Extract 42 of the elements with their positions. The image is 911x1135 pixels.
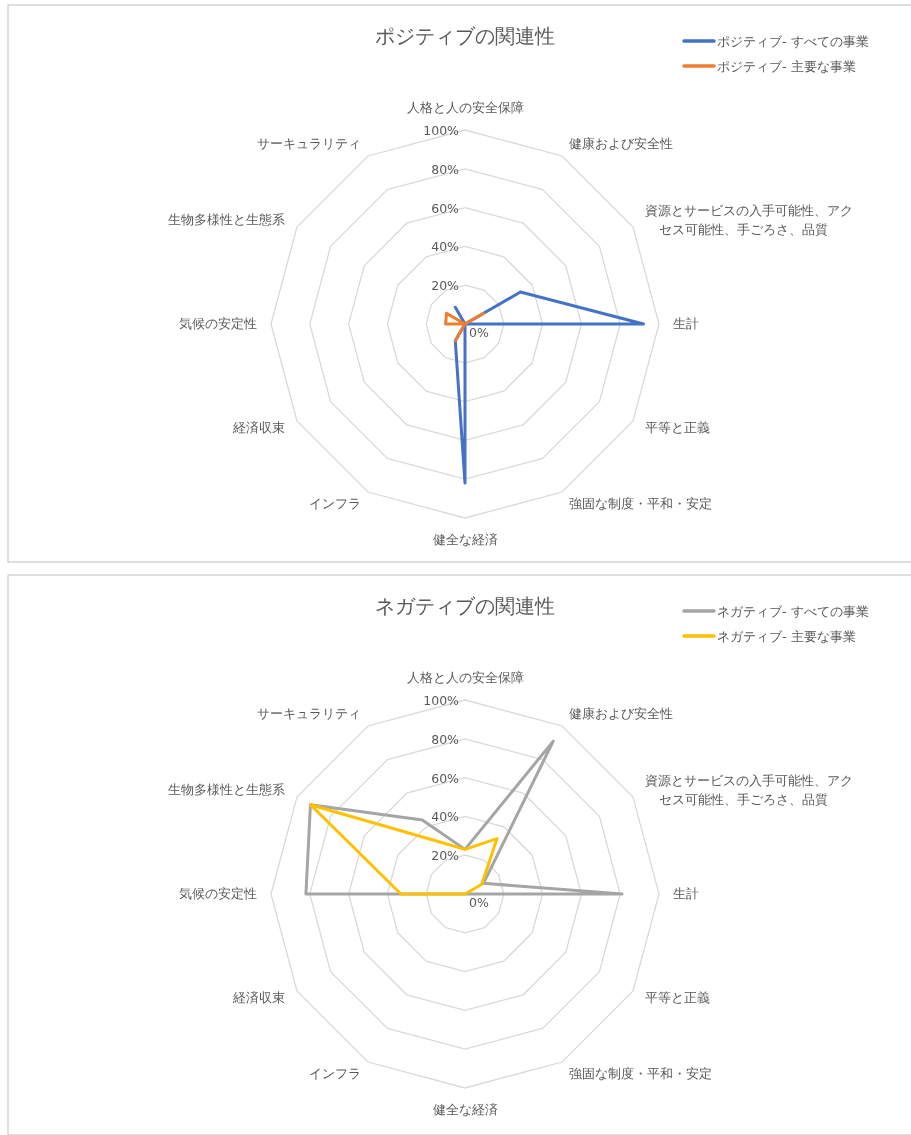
spoke-label: 健康および安全性 — [569, 135, 673, 151]
spoke-label: 健全な経済 — [432, 1102, 498, 1117]
spoke-label: 経済収束 — [231, 420, 285, 435]
spoke-label: サーキュラリティ — [257, 705, 361, 721]
spoke-label: サーキュラリティ — [257, 135, 361, 151]
y-tick-label: 20% — [431, 278, 460, 294]
y-tick-label: 100% — [423, 693, 460, 708]
y-tick-label: 80% — [431, 161, 460, 177]
spoke-label: 生計 — [673, 886, 699, 901]
y-tick-label: 20% — [431, 848, 460, 864]
spoke-label: 平等と正義 — [645, 990, 711, 1005]
spoke-label: 健全な経済 — [432, 532, 498, 547]
y-tick-label: 40% — [431, 239, 460, 255]
legend-label: ポジティブ- 主要な事業 — [717, 59, 856, 74]
y-tick-label: 80% — [431, 731, 460, 747]
spoke-label: 生物多様性と生態系 — [167, 782, 285, 797]
spoke-label: 経済収束 — [231, 990, 285, 1005]
legend-label: ネガティブ- 主要な事業 — [717, 629, 856, 644]
spoke-label: 気候の安定性 — [179, 886, 257, 901]
legend-label: ポジティブ- すべての事業 — [717, 34, 869, 49]
chart-title: ポジティブの関連性 — [375, 24, 555, 48]
spoke-label: インフラ — [309, 496, 361, 512]
chart-title: ネガティブの関連性 — [375, 594, 555, 618]
y-tick-label: 0% — [469, 895, 489, 910]
spoke-label: 生計 — [673, 316, 699, 331]
y-tick-label: 40% — [431, 809, 460, 825]
spoke-label: 資源とサービスの入手可能性、アクセス可能性、手ごろさ、品質 — [645, 772, 854, 807]
y-tick-label: 0% — [469, 325, 489, 340]
y-tick-label: 60% — [431, 200, 460, 216]
spoke-label: 人格と人の安全保障 — [406, 670, 524, 685]
spoke-label: 生物多様性と生態系 — [167, 212, 285, 227]
spoke-label: 資源とサービスの入手可能性、アクセス可能性、手ごろさ、品質 — [645, 202, 854, 237]
y-tick-label: 100% — [423, 123, 460, 138]
spoke-label: インフラ — [309, 1066, 361, 1082]
spoke-label: 人格と人の安全保障 — [406, 100, 524, 115]
y-tick-label: 60% — [431, 770, 460, 786]
spoke-label: 気候の安定性 — [179, 316, 257, 331]
legend-label: ネガティブ- すべての事業 — [717, 604, 869, 619]
spoke-label: 健康および安全性 — [569, 705, 673, 721]
spoke-label: 強固な制度・平和・安定 — [569, 496, 712, 512]
spoke-label: 平等と正義 — [645, 420, 711, 435]
spoke-label: 強固な制度・平和・安定 — [569, 1066, 712, 1082]
